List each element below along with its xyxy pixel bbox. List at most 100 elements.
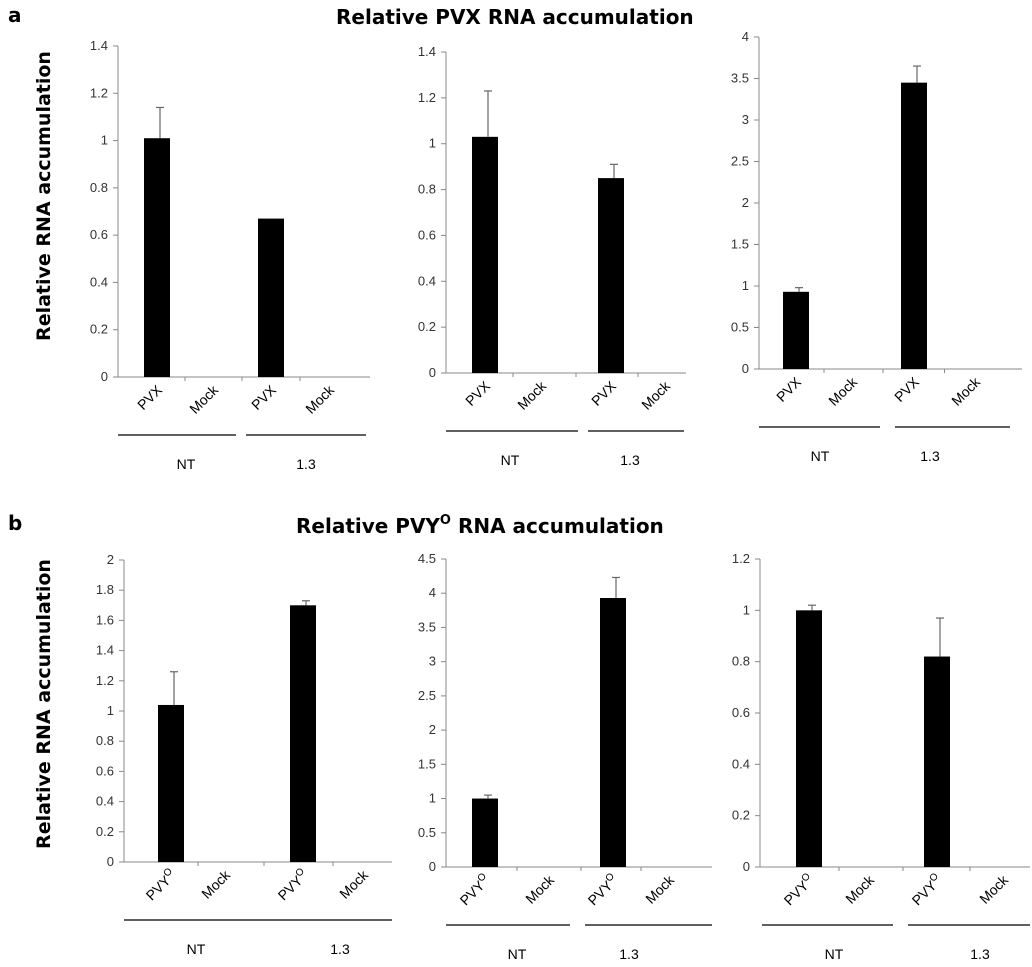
x-category-label: PVX xyxy=(588,377,620,409)
y-tick-label: 1.2 xyxy=(90,85,108,100)
chart-5: 0 0.5 1 1.5 2 2.5 3 3.5 4 4.5 PVYO Mock PVYO Mock NT 1.… xyxy=(418,551,712,962)
group-label: 1.3 xyxy=(296,456,316,472)
y-tick-label: 0.6 xyxy=(96,763,114,778)
group-label: 1.3 xyxy=(620,452,640,468)
x-category-label: PVYO xyxy=(274,866,311,903)
group-label: NT xyxy=(177,456,196,472)
y-tick-label: 0.2 xyxy=(96,824,114,839)
y-tick-label: 4 xyxy=(742,29,749,44)
x-category-label: Mock xyxy=(825,373,861,409)
y-tick-label: 1.4 xyxy=(90,38,108,53)
y-tick-label: 0.8 xyxy=(90,180,108,195)
y-tick-label: 0.6 xyxy=(90,227,108,242)
bar xyxy=(144,138,170,377)
y-tick-label: 0 xyxy=(742,361,749,376)
y-tick-label: 1 xyxy=(101,133,108,148)
y-tick-label: 0.2 xyxy=(732,808,750,823)
panel-b-letter: b xyxy=(8,511,22,535)
x-category-label: PVYO xyxy=(142,866,179,903)
x-category-label: Mock xyxy=(948,373,984,409)
x-category-label: Mock xyxy=(638,377,674,413)
y-tick-label: 1.5 xyxy=(731,237,749,252)
chart-3: 0 0.5 1 1.5 2 2.5 3 3.5 4 PVX Mock PVX Mock NT 1.3 xyxy=(731,29,1022,464)
y-tick-label: 0.5 xyxy=(418,825,436,840)
y-tick-label: 1 xyxy=(429,791,436,806)
bar xyxy=(600,598,626,867)
panel-b-title-rest: RNA accumulation xyxy=(451,514,664,538)
y-tick-label: 1.5 xyxy=(418,756,436,771)
bar xyxy=(472,798,498,867)
bar xyxy=(290,605,316,862)
y-tick-label: 1.2 xyxy=(732,551,750,566)
y-tick-label: 0.2 xyxy=(90,322,108,337)
chart-6: 0 0.2 0.4 0.6 0.8 1 1.2 PVYO Mock PVYO Mock NT 1.3 xyxy=(732,551,1030,962)
bar xyxy=(258,218,284,377)
x-category-label: PVX xyxy=(462,377,494,409)
y-tick-label: 3.5 xyxy=(731,71,749,86)
group-label: NT xyxy=(508,946,527,962)
panel-b-ylabel: Relative RNA accumulation xyxy=(33,559,55,849)
y-tick-label: 1 xyxy=(107,703,114,718)
panel-a-title: Relative PVX RNA accumulation xyxy=(336,5,694,29)
y-tick-label: 1.4 xyxy=(96,643,114,658)
y-tick-label: 0.5 xyxy=(731,320,749,335)
y-tick-label: 1 xyxy=(743,602,750,617)
y-tick-label: 2.5 xyxy=(731,154,749,169)
x-category-label: PVX xyxy=(134,381,166,413)
x-category-label: Mock xyxy=(336,866,372,902)
x-category-label: PVYO xyxy=(908,871,945,908)
panel-b-title-main: Relative PVY xyxy=(296,514,440,538)
x-category-label: PVX xyxy=(248,381,280,413)
chart-4: 0 0.2 0.4 0.6 0.8 1 1.2 1.4 1.6 1.8 2 PVYO Mock PVYO M… xyxy=(96,552,392,957)
y-tick-label: 0 xyxy=(101,369,108,384)
bar xyxy=(924,656,950,867)
y-tick-label: 1.2 xyxy=(418,90,436,105)
y-tick-label: 1.4 xyxy=(418,44,436,59)
x-category-label: PVYO xyxy=(584,871,621,908)
group-label: 1.3 xyxy=(920,448,940,464)
x-category-label: Mock xyxy=(842,871,878,907)
y-tick-label: 1.6 xyxy=(96,612,114,627)
y-tick-label: 2 xyxy=(429,722,436,737)
y-tick-label: 0.6 xyxy=(418,227,436,242)
bar xyxy=(901,82,927,370)
bar xyxy=(598,178,624,373)
x-category-label: Mock xyxy=(302,381,338,417)
x-category-label: Mock xyxy=(976,871,1012,907)
y-tick-label: 1 xyxy=(742,278,749,293)
x-category-label: Mock xyxy=(514,377,550,413)
group-label: 1.3 xyxy=(330,941,350,957)
y-tick-label: 4 xyxy=(429,585,436,600)
group-label: 1.3 xyxy=(970,946,990,962)
y-tick-label: 0.2 xyxy=(418,319,436,334)
x-category-label: PVYO xyxy=(456,871,493,908)
y-tick-label: 0.4 xyxy=(96,794,114,809)
y-tick-label: 1.8 xyxy=(96,582,114,597)
y-tick-label: 2.5 xyxy=(418,688,436,703)
y-tick-label: 2 xyxy=(107,552,114,567)
y-tick-label: 0.8 xyxy=(732,654,750,669)
x-category-label: PVX xyxy=(891,373,923,405)
y-tick-label: 0.4 xyxy=(418,273,436,288)
group-label: NT xyxy=(825,946,844,962)
bar xyxy=(472,136,498,373)
y-tick-label: 1.2 xyxy=(96,673,114,688)
x-category-label: Mock xyxy=(186,381,222,417)
chart-2: 0 0.2 0.4 0.6 0.8 1 1.2 1.4 PVX Mock PVX Mock NT 1.3 xyxy=(418,44,686,468)
y-tick-label: 3 xyxy=(742,112,749,127)
chart-1: 0 0.2 0.4 0.6 0.8 1 1.2 1.4 PVX Mock PVX Mock NT 1.3 xyxy=(90,38,370,472)
y-tick-label: 3 xyxy=(429,654,436,669)
y-tick-label: 2 xyxy=(742,195,749,210)
x-category-label: Mock xyxy=(198,866,234,902)
panel-a-letter: a xyxy=(8,3,22,27)
y-tick-label: 0.6 xyxy=(732,705,750,720)
bar xyxy=(158,704,184,862)
x-category-label: Mock xyxy=(642,871,678,907)
group-label: NT xyxy=(187,941,206,957)
y-tick-label: 0 xyxy=(107,854,114,869)
x-category-label: PVX xyxy=(773,373,805,405)
group-label: NT xyxy=(811,448,830,464)
panel-b-title: Relative PVYO RNA accumulation xyxy=(296,513,664,538)
y-tick-label: 0.8 xyxy=(96,733,114,748)
